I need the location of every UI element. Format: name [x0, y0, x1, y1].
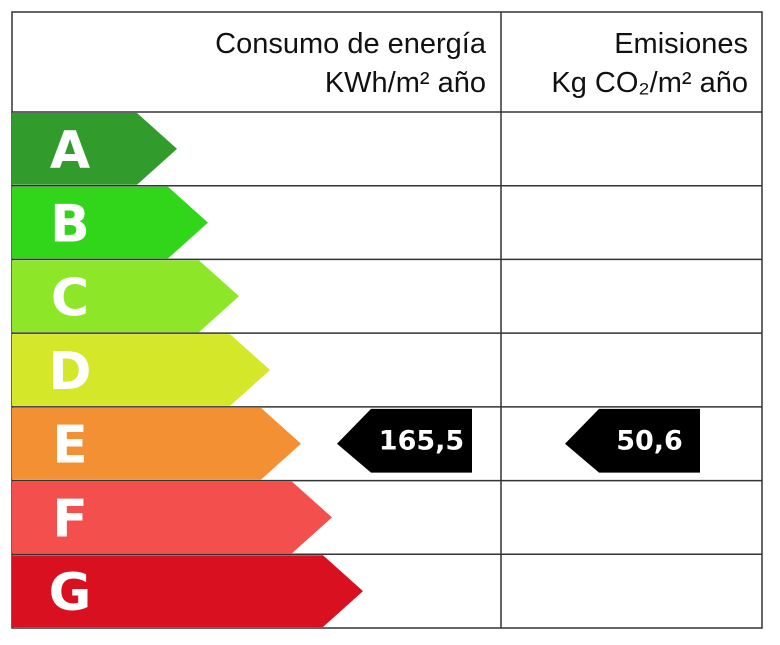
grade-letter: A: [50, 121, 90, 181]
emissions-title: Emisiones: [614, 28, 748, 60]
grade-arrow: [12, 334, 270, 406]
grade-letter: C: [51, 268, 89, 328]
grade-letter: B: [50, 195, 90, 255]
grade-arrow: [12, 186, 208, 259]
rating-value: 165,5: [379, 426, 464, 457]
emissions-unit: Kg CO₂/m² año: [551, 67, 748, 99]
grade-arrow: [12, 481, 332, 554]
rating-pointer: [337, 408, 472, 473]
grade-arrow: [12, 260, 239, 333]
grade-arrow: [12, 113, 177, 185]
grade-arrow: [12, 407, 301, 480]
grade-letter: E: [52, 416, 88, 476]
grade-letter: G: [49, 563, 92, 623]
rating-value: 50,6: [616, 426, 683, 457]
energy-title: Consumo de energía: [215, 28, 487, 60]
grade-letter: F: [52, 489, 88, 549]
energy-unit: KWh/m² año: [325, 67, 486, 99]
grade-arrow: [12, 555, 363, 627]
grade-letter: D: [48, 342, 91, 402]
rating-pointer: [565, 408, 700, 473]
